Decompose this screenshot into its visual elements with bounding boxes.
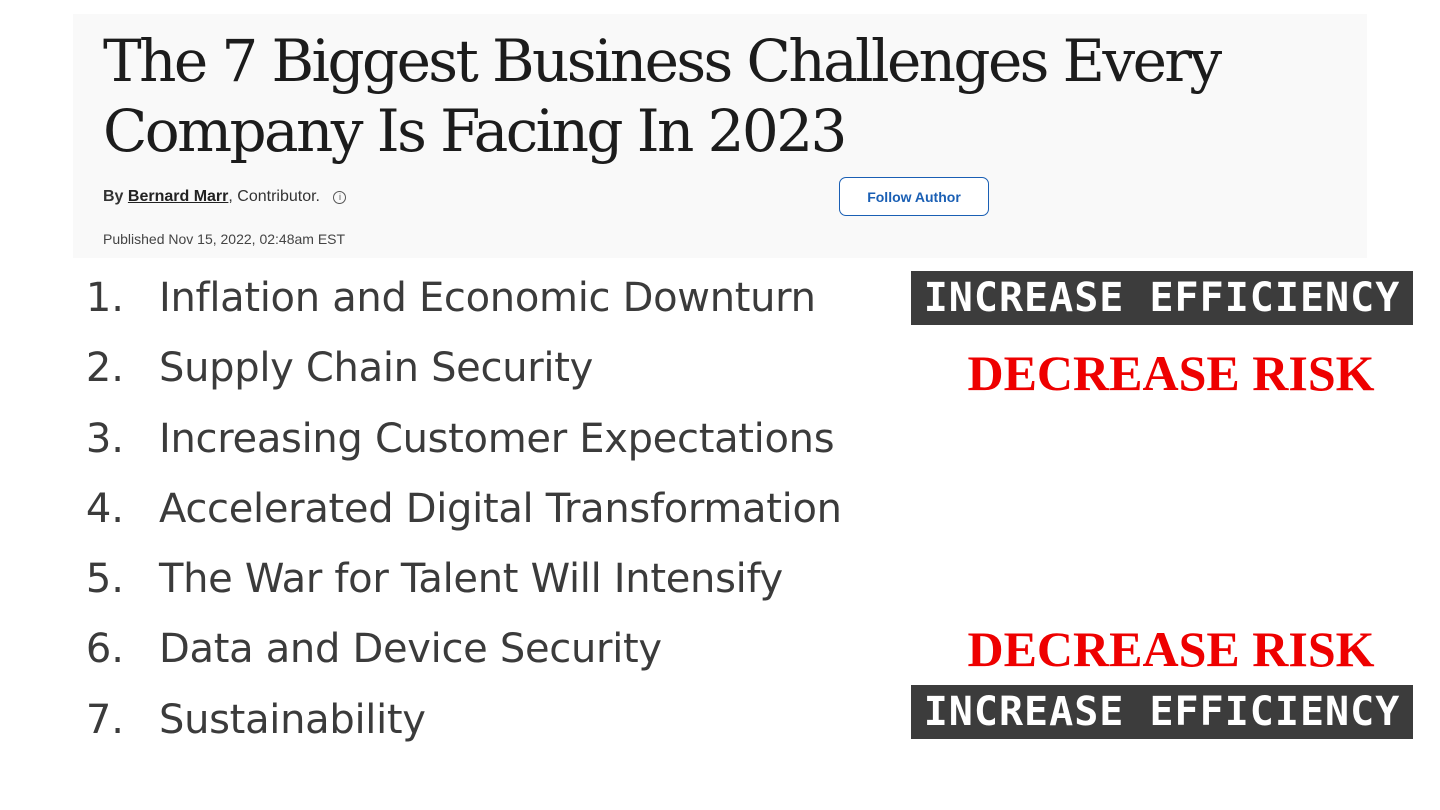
- decrease-risk-tag: DECREASE RISK: [967, 621, 1375, 677]
- list-item: 6. Data and Device Security: [0, 614, 900, 684]
- list-item-number: 2.: [85, 345, 124, 392]
- list-item-text: Supply Chain Security: [159, 345, 593, 392]
- byline-prefix: By: [103, 188, 124, 205]
- list-item: 1. Inflation and Economic Downturn: [0, 263, 900, 333]
- published-date: Published Nov 15, 2022, 02:48am EST: [103, 231, 346, 247]
- author-role: , Contributor.: [228, 188, 320, 205]
- list-item: 4. Accelerated Digital Transformation: [0, 474, 900, 544]
- article-header: The 7 Biggest Business Challenges Every …: [73, 14, 1367, 258]
- decrease-risk-tag: DECREASE RISK: [967, 345, 1375, 401]
- increase-efficiency-tag: INCREASE EFFICIENCY: [911, 271, 1413, 325]
- author-link[interactable]: Bernard Marr: [127, 188, 229, 205]
- list-item-number: 1.: [85, 275, 124, 321]
- list-item: 5. The War for Talent Will Intensify: [0, 544, 900, 614]
- list-item-text: Data and Device Security: [159, 626, 662, 673]
- list-item: 2. Supply Chain Security: [0, 333, 900, 403]
- info-icon[interactable]: i: [333, 191, 347, 204]
- list-item-number: 4.: [85, 485, 124, 532]
- list-item-number: 5.: [85, 556, 124, 603]
- byline: By Bernard Marr, Contributor. i: [103, 188, 347, 206]
- list-item-number: 7.: [85, 696, 124, 743]
- list-item-text: Increasing Customer Expectations: [159, 415, 835, 462]
- increase-efficiency-tag: INCREASE EFFICIENCY: [911, 685, 1413, 739]
- list-item: 3. Increasing Customer Expectations: [0, 404, 900, 474]
- follow-author-button[interactable]: Follow Author: [839, 177, 989, 216]
- list-item-number: 6.: [85, 626, 124, 673]
- list-item-text: Sustainability: [159, 696, 426, 743]
- list-item: 7. Sustainability: [0, 685, 900, 755]
- list-item-number: 3.: [85, 415, 124, 462]
- challenge-list: 1. Inflation and Economic Downturn 2. Su…: [0, 263, 900, 755]
- list-item-text: Accelerated Digital Transformation: [159, 485, 842, 532]
- list-item-text: Inflation and Economic Downturn: [159, 275, 816, 321]
- article-headline: The 7 Biggest Business Challenges Every …: [103, 27, 1222, 165]
- list-item-text: The War for Talent Will Intensify: [159, 556, 783, 603]
